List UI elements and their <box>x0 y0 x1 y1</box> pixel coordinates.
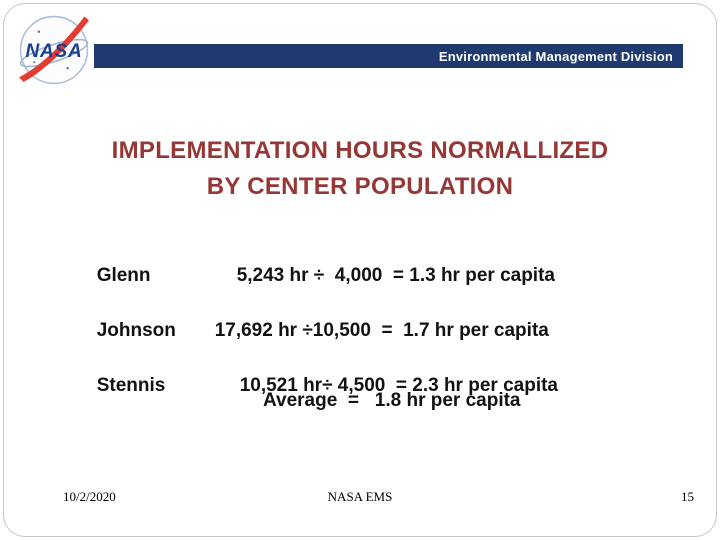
row-glenn: Glenn 5,243 hr ÷ 4,000 = 1.3 hr per capit… <box>65 234 690 286</box>
center-formula: 5,243 hr ÷ 4,000 = 1.3 hr per capita <box>236 265 555 286</box>
row-stennis: Stennis 10,521 hr÷ 4,500 = 2.3 hr per cap… <box>65 344 690 396</box>
nasa-logo-icon: NASA <box>16 10 92 90</box>
page-number: 15 <box>681 489 694 504</box>
slide-footer: 10/2/2020 NASA EMS 15 <box>0 489 720 509</box>
normalized-hours-list: Glenn 5,243 hr ÷ 4,000 = 1.3 hr per capit… <box>65 234 690 415</box>
average-row: Average = 1.8 hr per capita <box>263 390 521 411</box>
division-label: Environmental Management Division <box>438 48 673 64</box>
header-bar: Environmental Management Division <box>94 44 683 68</box>
nasa-logo-svg: NASA <box>19 15 89 85</box>
center-name: Glenn <box>96 265 151 286</box>
footer-center-text: NASA EMS <box>327 489 393 504</box>
center-name: Johnson <box>96 320 176 341</box>
center-formula: 10,521 hr÷ 4,500 = 2.3 hr per capita <box>239 375 558 396</box>
slide-title-line2: BY CENTER POPULATION <box>206 173 514 200</box>
svg-text:NASA: NASA <box>26 41 83 62</box>
footer-date: 10/2/2020 <box>63 489 116 504</box>
slide-title: IMPLEMENTATION HOURS NORMALLIZED BY CENT… <box>0 133 720 205</box>
center-name: Stennis <box>96 375 166 396</box>
row-johnson: Johnson 17,692 hr ÷10,500 = 1.7 hr per ca… <box>65 289 690 341</box>
center-formula: 17,692 hr ÷10,500 = 1.7 hr per capita <box>214 320 549 341</box>
slide-title-line1: IMPLEMENTATION HOURS NORMALLIZED <box>111 137 609 164</box>
